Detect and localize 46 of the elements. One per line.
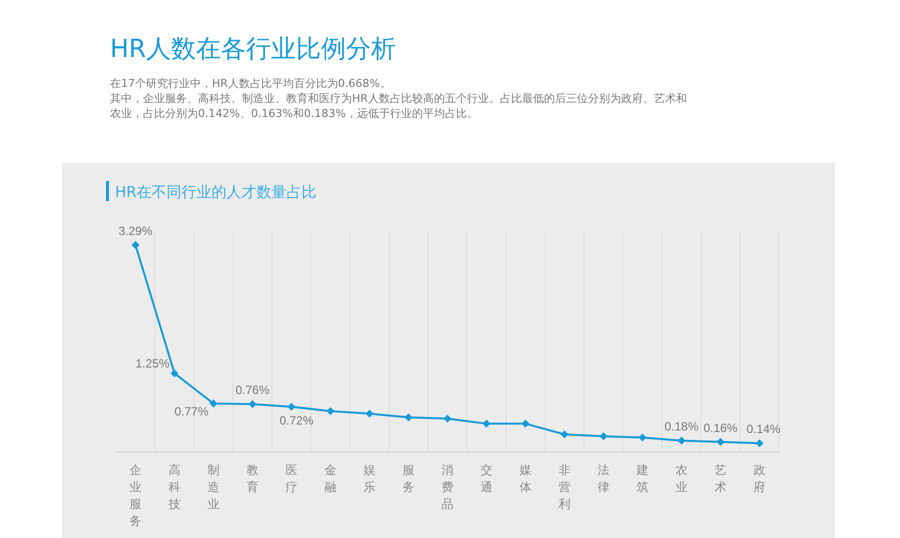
point: [132, 241, 140, 249]
text: HR在不同行业的人才数量占比: [115, 183, 317, 201]
data-label: 0.76%: [235, 383, 270, 398]
x-tick-label: 农业: [676, 463, 688, 494]
x-tick-label: 医疗: [286, 463, 298, 494]
data-label: 0.14%: [746, 422, 781, 436]
data-label: 1.25%: [135, 356, 170, 370]
point: [444, 414, 452, 423]
x-tick-label: 建筑: [636, 463, 648, 494]
x-tick-label: 教育: [246, 463, 258, 494]
x-tick-label: 服务: [402, 463, 414, 494]
point: [638, 434, 646, 442]
point: [170, 369, 178, 378]
data-label: 0.16%: [703, 420, 738, 435]
point: [366, 410, 374, 418]
chart-title: HR人数在各行业比例分析: [110, 34, 396, 63]
point: [716, 438, 724, 446]
x-tick-label: 艺术: [714, 463, 726, 494]
point: [678, 436, 686, 445]
point: [560, 430, 568, 438]
x-tick-label: 高科技: [168, 463, 180, 511]
point: [522, 420, 530, 428]
x-tick-label: 制造业: [208, 463, 220, 511]
x-tick-label: 政府: [754, 463, 766, 494]
point: [288, 402, 296, 411]
point: [326, 407, 334, 416]
x-tick-label: 非营利: [558, 463, 570, 511]
x-tick-label: 金融: [324, 463, 336, 494]
point: [482, 420, 490, 428]
x-tick-label: 媒体: [520, 463, 532, 494]
text: 其中，企业服务、高科技、制造业、教育和医疗为HR人数占比较高的五个行业。占比最低的后三位分别为政府、艺术和农业，占比分别为0.142%、0.163%和0.183%，远低于行业的平均占比。: [110, 92, 687, 120]
point: [248, 400, 256, 408]
data-label: 0.72%: [279, 414, 314, 428]
data-label: 3.29%: [118, 224, 153, 238]
x-tick-label: 企业服务: [130, 463, 142, 528]
data-label: 0.77%: [174, 404, 209, 419]
chart-subtitle: 在17个研究行业中，HR人数占比平均百分比为0.668%。: [110, 77, 391, 90]
point: [756, 439, 764, 448]
point: [210, 400, 218, 408]
x-tick-label: 交通: [480, 463, 492, 494]
x-tick-label: 娱乐: [364, 463, 376, 494]
point: [404, 413, 412, 422]
point: [600, 432, 608, 440]
x-tick-label: 消费品: [442, 463, 454, 511]
data-label: 0.18%: [664, 420, 699, 434]
x-tick-label: 法律: [598, 463, 610, 494]
